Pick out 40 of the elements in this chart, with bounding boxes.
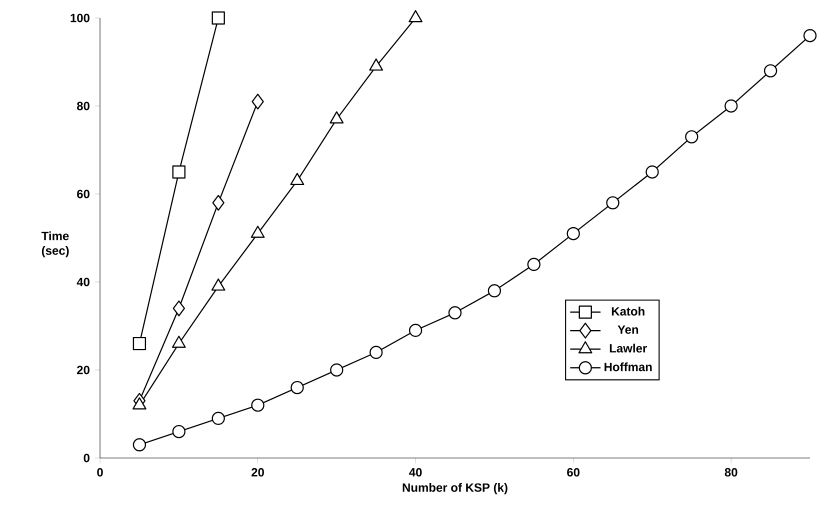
y-tick-label: 20 (77, 366, 90, 374)
y-tick-label: 0 (84, 454, 90, 462)
point (212, 412, 225, 425)
legend-label: Yen (618, 325, 638, 334)
point (606, 196, 620, 210)
point (251, 398, 264, 412)
legend-label: Lawler (610, 344, 647, 353)
x-axis-title: Number of KSP (k) (402, 483, 508, 494)
point (212, 194, 224, 211)
x-tick-label: 60 (567, 468, 580, 477)
x-tick-label: 40 (409, 468, 422, 477)
point (172, 165, 186, 179)
point (724, 99, 738, 113)
y-tick-label: 80 (76, 102, 90, 110)
y-tick-label: 40 (76, 278, 90, 286)
point (132, 438, 146, 452)
point (764, 64, 778, 78)
point (488, 284, 502, 298)
y-axis-title: Time (sec) (41, 231, 69, 258)
point (252, 94, 264, 110)
point (527, 258, 540, 271)
point (408, 324, 422, 337)
point (172, 424, 186, 438)
point (370, 346, 383, 359)
y-tick-label: 60 (77, 190, 90, 198)
point (290, 380, 304, 394)
point (132, 336, 146, 350)
x-tick-label: 0 (97, 468, 103, 477)
point (646, 165, 659, 179)
point (566, 226, 580, 240)
point (212, 11, 225, 25)
legend-label: Katoh (612, 306, 644, 316)
point (448, 306, 462, 320)
point (172, 300, 185, 316)
y-tick-label: 100 (70, 14, 90, 22)
legend-label: Hoffman (604, 362, 652, 372)
x-tick-label: 80 (724, 468, 738, 477)
point (330, 363, 344, 377)
point (685, 130, 698, 144)
x-tick-label: 20 (252, 468, 264, 477)
